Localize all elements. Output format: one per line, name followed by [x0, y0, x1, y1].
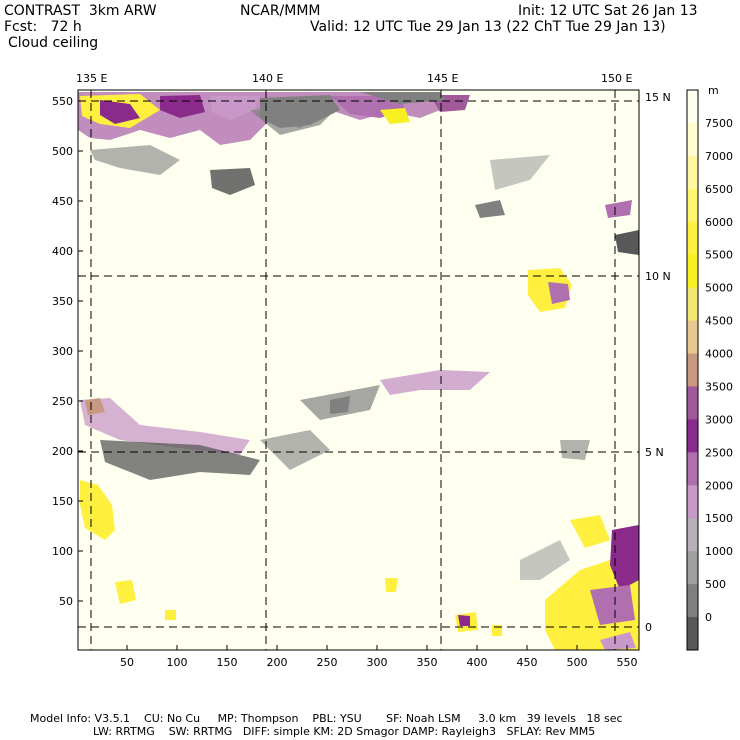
- organization-label: NCAR/MMM: [240, 3, 321, 19]
- colorbar-swatch: [687, 485, 698, 519]
- x-tick-label: 450: [517, 656, 538, 669]
- lat-lon-grid: [78, 90, 639, 650]
- x-tick-label: 350: [417, 656, 438, 669]
- y-tick-label: 50: [59, 595, 73, 608]
- lon-label-135e: 135 E: [76, 72, 107, 85]
- colorbar-labels: 7500700065006000550050004500400035003000…: [705, 117, 733, 624]
- lat-label-5n: 5 N: [645, 446, 664, 459]
- y-tick-label: 450: [52, 195, 73, 208]
- colorbar-swatch: [687, 122, 698, 157]
- colorbar-label: 3000: [705, 413, 733, 426]
- colorbar-label: 500: [705, 578, 726, 591]
- y-tick-label: 300: [52, 345, 73, 358]
- colorbar-frame: [686, 89, 699, 651]
- colorbar-unit: m: [708, 84, 719, 97]
- forecast-hour: Fcst: 72 h: [4, 19, 82, 35]
- colorbar-label: 4000: [705, 348, 733, 361]
- x-tick-label: 550: [617, 656, 638, 669]
- colorbar-label: 5000: [705, 282, 733, 295]
- colorbar-label: 2500: [705, 446, 733, 459]
- y-tick-label: 400: [52, 245, 73, 258]
- colorbar-swatch: [687, 353, 698, 387]
- colorbar-swatch: [687, 419, 698, 453]
- init-time: Init: 12 UTC Sat 26 Jan 13: [518, 3, 698, 19]
- colorbar-swatch: [687, 617, 698, 651]
- colorbar-swatch: [687, 155, 698, 190]
- colorbar-label: 1000: [705, 545, 733, 558]
- lon-label-150e: 150 E: [601, 72, 632, 85]
- colorbar-swatch: [687, 518, 698, 552]
- y-tick-label: 100: [52, 545, 73, 558]
- x-tick-label: 400: [467, 656, 488, 669]
- colorbar-label: 2000: [705, 479, 733, 492]
- colorbar-label: 3500: [705, 380, 733, 393]
- model-info-line-1: Model Info: V3.5.1 CU: No Cu MP: Thompso…: [30, 712, 623, 725]
- colorbar-swatch: [687, 551, 698, 585]
- x-tick-label: 100: [167, 656, 188, 669]
- y-tick-label: 500: [52, 145, 73, 158]
- y-tick-label: 350: [52, 295, 73, 308]
- map-frame: [77, 89, 640, 651]
- colorbar: [686, 89, 699, 651]
- model-info-line-2: LW: RRTMG SW: RRTMG DIFF: simple KM: 2D …: [30, 725, 596, 738]
- axis-ticks: [78, 100, 628, 650]
- y-tick-label: 250: [52, 395, 73, 408]
- colorbar-label: 7000: [705, 150, 733, 163]
- colorbar-swatch: [687, 254, 698, 289]
- colorbar-swatch: [687, 452, 698, 486]
- x-tick-label: 200: [267, 656, 288, 669]
- colorbar-label: 6000: [705, 216, 733, 229]
- lat-label-15n: 15 N: [645, 91, 671, 104]
- y-tick-label: 550: [52, 95, 73, 108]
- y-tick-label: 150: [52, 495, 73, 508]
- lon-label-140e: 140 E: [252, 72, 283, 85]
- valid-time: Valid: 12 UTC Tue 29 Jan 13 (22 ChT Tue …: [310, 19, 666, 35]
- x-tick-labels: 50 100 150 200 250 300 350 400 450 500 5…: [120, 656, 638, 669]
- colorbar-label: 7500: [705, 117, 733, 130]
- lon-label-145e: 145 E: [427, 72, 458, 85]
- colorbar-label: 4500: [705, 315, 733, 328]
- colorbar-label: 1500: [705, 512, 733, 525]
- colorbar-swatch: [687, 221, 698, 256]
- colorbar-swatch: [687, 386, 698, 420]
- y-tick-label: 200: [52, 445, 73, 458]
- colorbar-swatch: [687, 90, 698, 124]
- lat-label-10n: 10 N: [645, 270, 671, 283]
- colorbar-label: 5500: [705, 249, 733, 262]
- x-tick-label: 250: [317, 656, 338, 669]
- y-tick-labels: 550 500 450 400 350 300 250 200 150 100 …: [52, 95, 73, 608]
- colorbar-swatch: [687, 287, 698, 322]
- colorbar-label: 0: [705, 611, 712, 624]
- x-tick-label: 150: [217, 656, 238, 669]
- colorbar-label: 6500: [705, 183, 733, 196]
- x-tick-label: 500: [567, 656, 588, 669]
- x-tick-label: 300: [367, 656, 388, 669]
- model-title: CONTRAST 3km ARW: [4, 3, 157, 19]
- colorbar-swatch: [687, 320, 698, 355]
- colorbar-swatch: [687, 584, 698, 618]
- colorbar-swatch: [687, 188, 698, 223]
- x-tick-label: 50: [120, 656, 134, 669]
- lat-label-0: 0: [645, 621, 652, 634]
- field-name: Cloud ceiling: [8, 35, 99, 51]
